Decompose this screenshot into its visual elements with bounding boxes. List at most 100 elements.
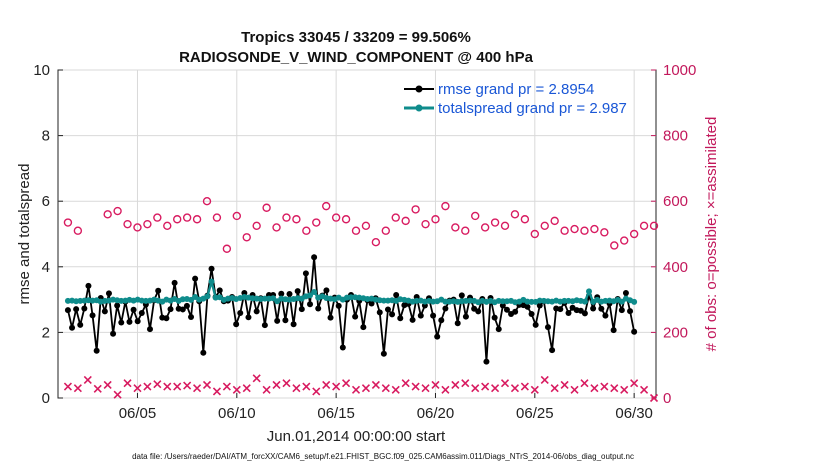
rmse-point <box>622 290 629 297</box>
totalspread-point <box>499 298 506 305</box>
rmse-point <box>286 291 293 298</box>
x-tick-label: 06/05 <box>119 405 157 422</box>
possible-obs-marker <box>629 229 639 239</box>
totalspread-point <box>380 297 387 304</box>
totalspread-point <box>311 289 318 296</box>
possible-obs-marker <box>103 210 112 219</box>
rmse-point <box>307 301 314 308</box>
rmse-point <box>163 315 170 322</box>
rmse-point <box>294 288 301 295</box>
x-tick-label: 06/15 <box>317 405 355 422</box>
assimilated-obs-marker <box>441 385 450 394</box>
possible-obs-marker <box>471 211 480 221</box>
assimilated-obs-marker <box>491 384 500 393</box>
grid <box>58 69 656 399</box>
assimilated-obs-marker <box>312 387 321 396</box>
possible-obs-marker <box>331 213 341 222</box>
assimilated-obs-marker <box>640 385 649 394</box>
rmse-point <box>253 308 260 315</box>
rmse-point <box>216 287 223 294</box>
totalspread-point <box>208 278 215 285</box>
assimilated-obs-marker <box>630 379 639 388</box>
assimilated-obs-marker <box>272 380 281 389</box>
assimilated-obs-marker <box>381 384 390 393</box>
chart-title-line1: Tropics 33045 / 33209 = 99.506% <box>241 29 471 46</box>
rmse-point <box>434 333 441 340</box>
possible-obs-marker <box>262 203 271 212</box>
chart-title-line2: RADIOSONDE_V_WIND_COMPONENT @ 400 hPa <box>179 49 534 66</box>
possible-obs-marker <box>371 237 381 247</box>
y-left-tick-label: 10 <box>33 62 50 79</box>
rmse-point <box>126 318 133 325</box>
rmse-point <box>200 349 207 356</box>
assimilated-obs-marker <box>193 384 202 393</box>
assimilated-obs-marker <box>183 381 192 390</box>
assimilated-obs-marker <box>590 384 599 393</box>
rmse-point <box>81 305 88 312</box>
rmse-point <box>118 319 125 326</box>
assimilated-obs-marker <box>510 384 520 393</box>
rmse-point <box>512 308 519 315</box>
possible-obs-marker <box>153 213 162 222</box>
possible-obs-marker <box>322 201 331 211</box>
y-right-tick-label: 800 <box>663 128 688 145</box>
rmse-point <box>532 321 539 328</box>
assimilated-obs-marker <box>540 375 549 385</box>
totalspread-point <box>561 297 568 304</box>
possible-obs-marker <box>580 226 589 235</box>
assimilated-obs-marker <box>222 382 231 391</box>
rmse-point <box>380 350 387 357</box>
assimilated-obs-marker <box>461 379 470 388</box>
possible-obs-marker <box>182 213 192 222</box>
possible-obs-marker <box>510 210 520 219</box>
rmse-point <box>393 292 400 299</box>
assimilated-obs-marker <box>302 382 311 391</box>
assimilated-obs-marker <box>361 384 371 393</box>
possible-obs-marker <box>530 229 540 239</box>
assimilated-obs-marker <box>163 382 172 391</box>
rmse-point <box>417 312 424 319</box>
rmse-point <box>302 270 309 277</box>
rmse-point <box>627 308 634 315</box>
y-right-tick-label: 600 <box>663 193 688 210</box>
rmse-point <box>101 308 108 315</box>
possible-obs-marker <box>421 219 430 229</box>
assimilated-obs-marker <box>520 382 529 391</box>
totalspread-point <box>581 298 588 305</box>
assimilated-obs-marker <box>63 382 72 391</box>
rmse-point <box>130 306 137 313</box>
possible-obs-marker <box>192 215 202 224</box>
possible-obs-marker <box>441 201 450 211</box>
rmse-point <box>69 324 76 331</box>
rmse-point <box>409 316 416 323</box>
x-tick-label: 06/10 <box>218 405 256 422</box>
rmse-point <box>188 313 195 320</box>
totalspread-point <box>261 295 268 302</box>
assimilated-obs-marker <box>133 384 142 393</box>
assimilated-obs-marker <box>649 393 659 403</box>
assimilated-obs-marker <box>73 384 82 393</box>
possible-obs-marker <box>202 196 212 206</box>
y-left-tick-label: 2 <box>42 324 50 341</box>
rmse-point <box>155 287 162 294</box>
rmse-point <box>237 310 244 317</box>
assimilated-obs-marker <box>411 382 420 391</box>
assimilated-obs-marker <box>93 384 102 393</box>
possible-obs-marker <box>173 215 182 224</box>
rmse-point <box>77 321 84 328</box>
assimilated-obs-marker <box>371 380 380 389</box>
assimilated-obs-marker <box>431 380 440 389</box>
rmse-point <box>536 302 543 309</box>
possible-obs-marker <box>540 221 549 231</box>
possible-obs-marker <box>212 213 222 222</box>
rmse-point <box>384 306 391 313</box>
line-series <box>64 254 638 365</box>
y-left-tick-label: 4 <box>42 259 50 276</box>
assimilated-obs-marker <box>600 382 609 391</box>
possible-obs-marker <box>282 213 291 222</box>
rmse-point <box>134 318 141 325</box>
totalspread-point <box>586 288 593 295</box>
rmse-point <box>290 321 297 328</box>
rmse-point <box>298 306 305 313</box>
possible-obs-marker <box>550 216 559 226</box>
